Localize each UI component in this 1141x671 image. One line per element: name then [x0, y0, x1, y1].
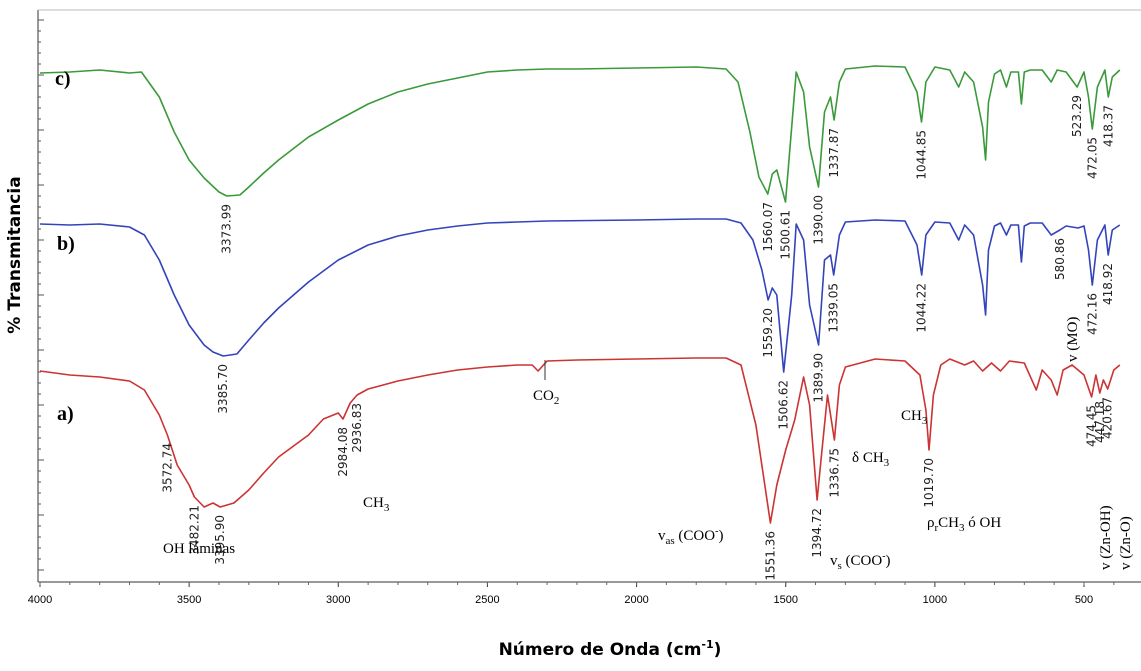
peak-label: 418.37: [1101, 105, 1115, 147]
peak-label: 1551.36: [763, 531, 777, 581]
peak-label: 418.92: [1101, 263, 1115, 305]
x-tick-label: 4000: [28, 594, 52, 606]
x-tick-label: 1500: [773, 594, 797, 606]
curve-label-c: c): [55, 68, 71, 90]
peak-label: 1390.00: [812, 195, 826, 245]
y-axis-ticks: [38, 19, 44, 571]
annotation-ch3-b: CH3: [901, 408, 928, 427]
peak-label: 472.16: [1085, 293, 1099, 335]
annotation-rho: ρrCH3 ó OH: [927, 515, 1001, 534]
peak-label: 1394.72: [810, 508, 824, 558]
x-tick-label: 500: [1075, 594, 1093, 606]
spectrum-line-a: [39, 357, 1121, 524]
peak-label: 2936.83: [350, 403, 364, 453]
annotation-v-s: vs (COO-): [830, 551, 891, 572]
peak-label: 3385.70: [216, 364, 230, 414]
peak-label: 523.29: [1070, 95, 1084, 137]
peak-label: 1339.05: [827, 283, 841, 333]
peak-label: 1044.85: [914, 130, 928, 180]
annotation-ch3-a: CH3: [363, 495, 390, 514]
x-tick-label: 3000: [326, 594, 350, 606]
curve-label-b: b): [57, 233, 75, 255]
x-axis-ticks: 4000 3500 3000 2500 2000 1500 1000 500: [28, 582, 1115, 606]
curve-label-a: a): [57, 403, 74, 425]
x-tick-label: 2000: [624, 594, 648, 606]
peak-label: 1337.87: [827, 128, 841, 178]
peak-label: 1389.90: [812, 353, 826, 403]
annotation-v-zn-oh: v (Zn-OH): [1098, 505, 1114, 570]
peak-label: 2984.08: [336, 427, 350, 477]
x-tick-label: 2500: [475, 594, 499, 606]
peak-label: 3395.90: [213, 515, 227, 565]
annotation-v-mo: v (MO): [1065, 317, 1081, 362]
peak-label: 474.45: [1085, 405, 1099, 447]
spectra-lines: [39, 65, 1121, 524]
peak-label: 1559.20: [761, 308, 775, 358]
peak-label: 1506.62: [777, 380, 791, 430]
peak-label: 472.05: [1085, 137, 1099, 179]
spectrum-line-b: [39, 218, 1121, 373]
peak-label: 580.86: [1053, 238, 1067, 280]
peak-label: 1336.75: [827, 448, 841, 498]
peak-label: 3572.74: [160, 443, 174, 493]
peak-labels: 3373.99 1560.07 1500.61 1390.00 1337.87 1044.…: [160, 95, 1115, 581]
peak-label: 1019.70: [922, 458, 936, 508]
spectrum-line-c: [39, 65, 1121, 203]
annotation-co2: CO2: [533, 388, 559, 407]
annotation-v-as: vas (COO-): [658, 526, 723, 547]
peak-label: 1560.07: [761, 202, 775, 252]
x-tick-label: 1000: [923, 594, 947, 606]
x-axis-title: Número de Onda (cm-1): [499, 638, 722, 660]
peak-label: 1044.22: [915, 283, 929, 333]
peak-label: 3482.21: [187, 505, 201, 555]
peak-label: 447.18: [1093, 401, 1107, 443]
peak-label: 1500.61: [779, 210, 793, 260]
y-axis-title: % Transmitancia: [5, 176, 25, 333]
annotation-delta-ch3: δ CH3: [852, 450, 890, 469]
peak-label: 3373.99: [220, 204, 234, 254]
annotation-oh-laminas: OH láminas: [163, 541, 235, 557]
annotation-v-zn-o: v (Zn-O): [1118, 516, 1134, 570]
x-tick-label: 3500: [177, 594, 201, 606]
peak-label: 420.67: [1101, 397, 1115, 439]
